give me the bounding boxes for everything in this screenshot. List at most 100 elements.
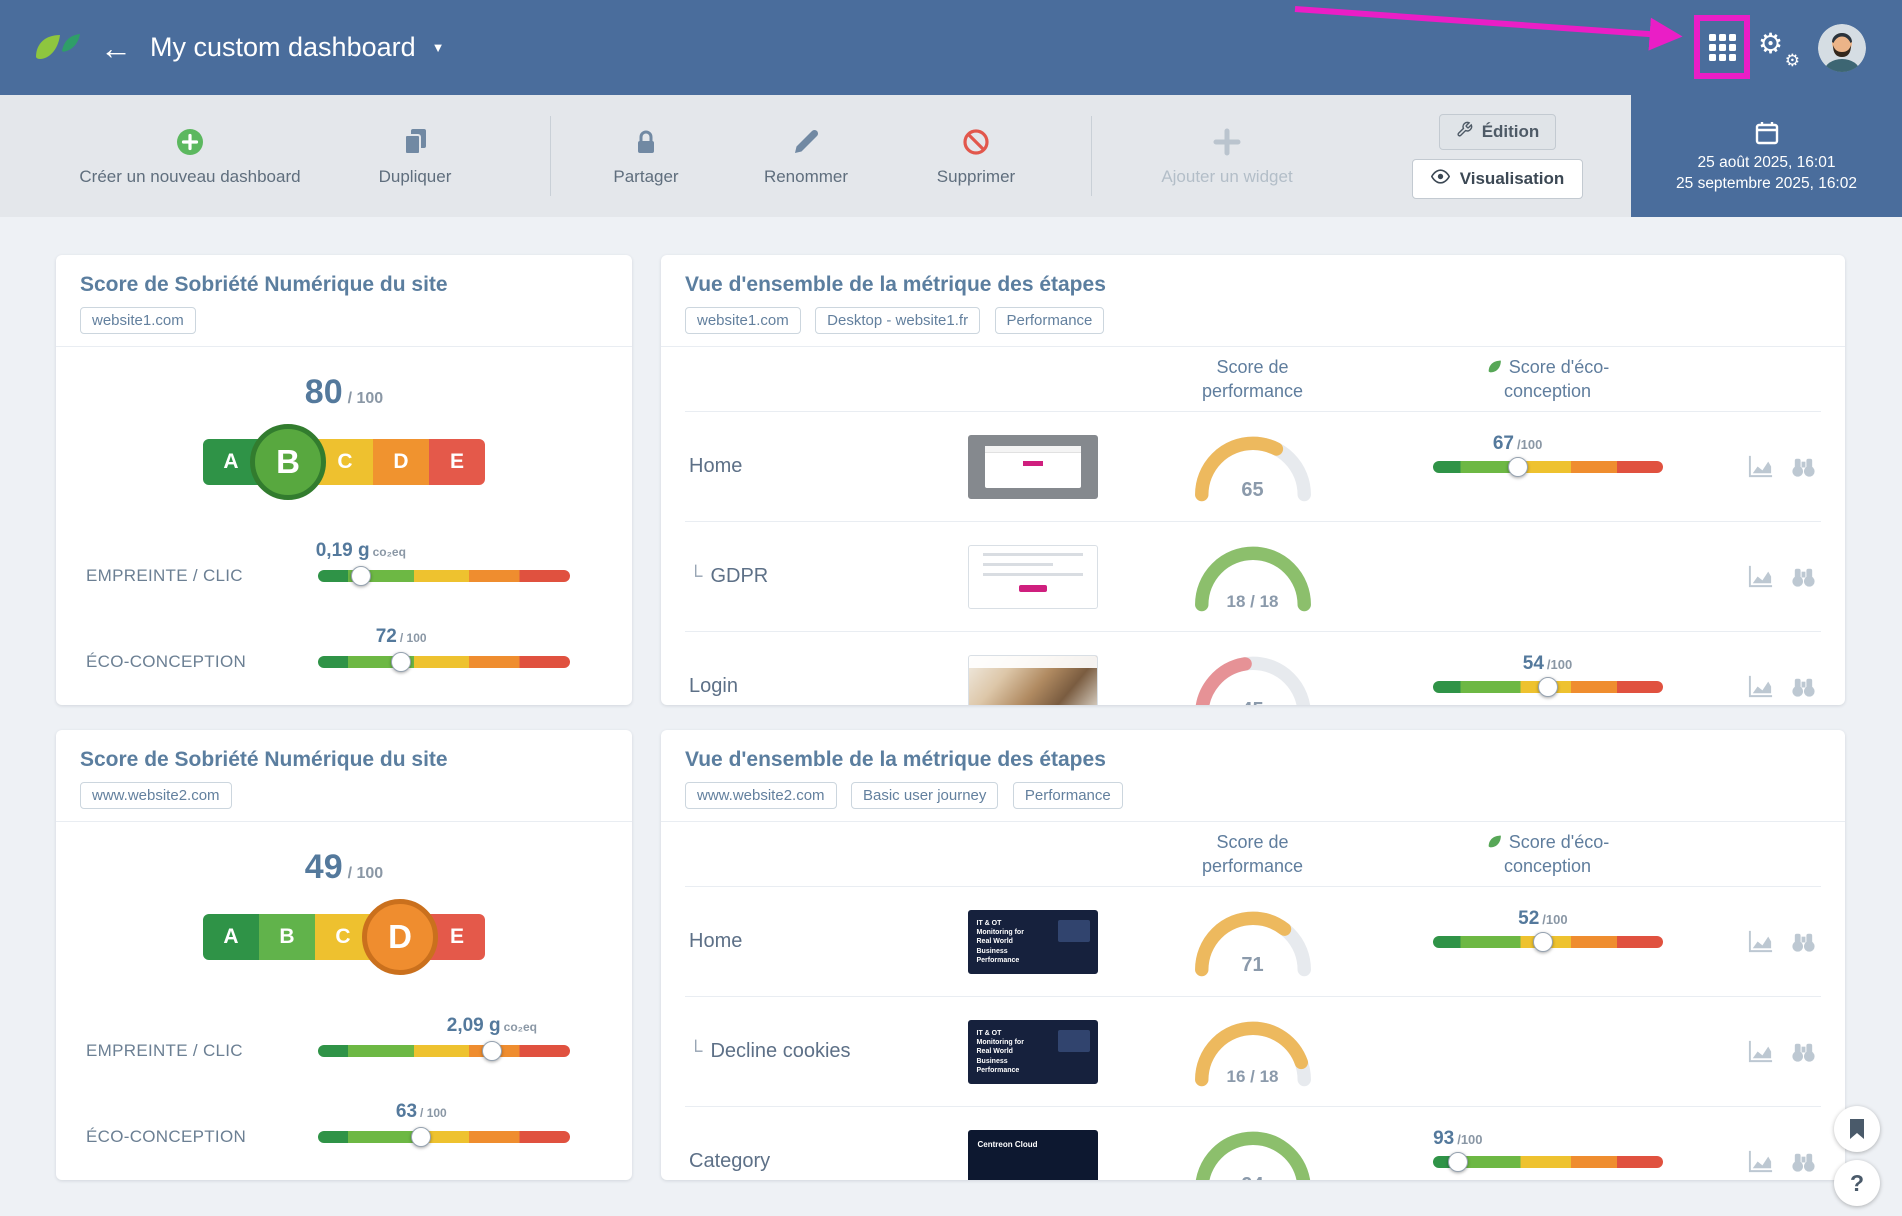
eye-icon	[1430, 167, 1450, 191]
binoculars-icon[interactable]	[1790, 563, 1817, 590]
plus-icon	[1212, 126, 1242, 158]
grade-scale: A B C D E	[56, 424, 632, 500]
header-bar: ← My custom dashboard ▼ ⚙ ⚙	[0, 0, 1902, 95]
ecodesign-row: ÉCO-CONCEPTION 63/ 100	[56, 1101, 632, 1147]
ecodesign-row: ÉCO-CONCEPTION 72/ 100	[56, 626, 632, 672]
gear-icon: ⚙	[1758, 27, 1784, 59]
grade-c: C	[317, 439, 373, 485]
slider-knob	[391, 652, 412, 672]
bookmark-button[interactable]	[1834, 1106, 1880, 1152]
performance-gauge: 94	[1192, 1126, 1314, 1180]
lock-icon	[633, 126, 659, 158]
app-logo-leaf-icon	[34, 31, 82, 65]
delete-button[interactable]: Supprimer	[901, 126, 1051, 187]
grade-a: A	[203, 439, 259, 485]
performance-gauge: 18 / 18	[1192, 541, 1314, 612]
binoculars-icon[interactable]	[1790, 453, 1817, 480]
ecodesign-slider: 72/ 100	[318, 626, 570, 672]
widget-title: Vue d'ensemble de la métrique des étapes	[685, 748, 1106, 771]
ecodesign-cell: 52/100	[1432, 908, 1663, 952]
help-button[interactable]: ?	[1834, 1160, 1880, 1206]
back-arrow-icon[interactable]: ←	[100, 29, 132, 66]
journey-tag: Desktop - website1.fr	[815, 307, 981, 334]
footprint-per-click-row: EMPREINTE / CLIC 0,19 g co₂eq	[56, 540, 632, 586]
widget-title: Score de Sobriété Numérique du site	[80, 273, 448, 296]
add-widget-button-disabled[interactable]: Ajouter un widget	[1112, 126, 1342, 187]
grade-e: E	[429, 914, 485, 960]
widget-title: Score de Sobriété Numérique du site	[80, 748, 448, 771]
prohibition-icon	[962, 126, 990, 158]
footprint-slider: 0,19 g co₂eq	[316, 540, 570, 586]
history-chart-icon[interactable]	[1747, 1038, 1774, 1065]
table-header: Score de performance Score d'éco- concept…	[685, 822, 1821, 886]
duplicate-button[interactable]: Dupliquer	[340, 126, 490, 187]
footprint-slider: 2,09 g co₂eq	[318, 1015, 570, 1061]
step-label: Category	[689, 1150, 771, 1172]
settings-gears-button[interactable]: ⚙ ⚙	[1758, 27, 1800, 70]
grade-e: E	[429, 439, 485, 485]
history-chart-icon[interactable]	[1747, 453, 1774, 480]
wrench-icon	[1456, 121, 1473, 143]
table-row: Category Centreon Cloud 94 93/100	[685, 1106, 1821, 1180]
grade-scale: A B C D E	[56, 899, 632, 975]
binoculars-icon[interactable]	[1790, 928, 1817, 955]
grade-d: D	[373, 439, 429, 485]
table-header: Score de performance Score d'éco- concept…	[685, 347, 1821, 411]
site-tag: www.website2.com	[685, 782, 837, 809]
rename-button[interactable]: Renommer	[731, 126, 881, 187]
history-chart-icon[interactable]	[1747, 1148, 1774, 1175]
performance-gauge: 71	[1192, 906, 1314, 977]
step-label: └ GDPR	[689, 565, 769, 587]
widget-sobriety-score-1: Score de Sobriété Numérique du site webs…	[56, 255, 632, 705]
step-thumbnail	[967, 434, 1098, 499]
plus-circle-icon	[175, 126, 205, 158]
share-button[interactable]: Partager	[581, 126, 711, 187]
slider-knob	[1447, 1151, 1468, 1172]
col-ecodesign-score: Score d'éco- conception	[1380, 355, 1715, 404]
date-range-picker[interactable]: 25 août 2025, 16:01 25 septembre 2025, 1…	[1631, 95, 1902, 217]
ecodesign-cell: 54/100	[1432, 653, 1663, 697]
global-score: 80/ 100	[304, 373, 384, 411]
performance-gauge: 16 / 18	[1192, 1016, 1314, 1087]
step-label: └ Decline cookies	[689, 1040, 851, 1062]
grade-a: A	[203, 914, 259, 960]
history-chart-icon[interactable]	[1747, 928, 1774, 955]
binoculars-icon[interactable]	[1790, 1038, 1817, 1065]
step-label: Login	[689, 675, 738, 697]
user-avatar[interactable]	[1818, 23, 1866, 72]
date-range-start: 25 août 2025, 16:01	[1697, 153, 1836, 171]
grade-c: C	[315, 914, 371, 960]
edition-button[interactable]: Édition	[1438, 113, 1557, 150]
slider-knob	[1532, 931, 1553, 952]
slider-track	[318, 656, 570, 668]
leaf-icon	[1488, 361, 1501, 373]
slider-track	[318, 1045, 570, 1057]
question-mark-icon: ?	[1849, 1169, 1865, 1196]
step-thumbnail: IT & OT Monitoring for Real World Busine…	[967, 909, 1098, 974]
copy-icon	[402, 126, 429, 158]
col-ecodesign-score: Score d'éco- conception	[1380, 830, 1715, 879]
grade-b: B	[259, 914, 315, 960]
binoculars-icon[interactable]	[1790, 1148, 1817, 1175]
widget-steps-metrics-1: Vue d'ensemble de la métrique des étapes…	[661, 255, 1845, 705]
site-tag: website1.com	[80, 307, 196, 334]
slider-knob	[1537, 676, 1558, 697]
table-row: └ Decline cookies IT & OT Monitoring for …	[685, 996, 1821, 1106]
table-row: └ GDPR 18 / 18	[685, 521, 1821, 631]
create-dashboard-button[interactable]: Créer un nouveau dashboard	[40, 126, 340, 187]
slider-knob	[411, 1127, 432, 1147]
toolbar-divider	[550, 116, 551, 196]
visualisation-button[interactable]: Visualisation	[1411, 158, 1584, 199]
grade-d: D	[362, 899, 438, 975]
history-chart-icon[interactable]	[1747, 673, 1774, 700]
dashboard-title-dropdown[interactable]: My custom dashboard ▼	[150, 32, 445, 63]
binoculars-icon[interactable]	[1790, 673, 1817, 700]
ecodesign-cell: 67/100	[1432, 433, 1663, 477]
footprint-per-click-row: EMPREINTE / CLIC 2,09 g co₂eq	[56, 1015, 632, 1061]
history-chart-icon[interactable]	[1747, 563, 1774, 590]
gear-small-icon: ⚙	[1784, 50, 1800, 70]
widgets-grid-button[interactable]	[1704, 30, 1740, 66]
leaf-icon	[1488, 836, 1501, 848]
step-thumbnail	[967, 654, 1098, 705]
widget-title: Vue d'ensemble de la métrique des étapes	[685, 273, 1106, 296]
